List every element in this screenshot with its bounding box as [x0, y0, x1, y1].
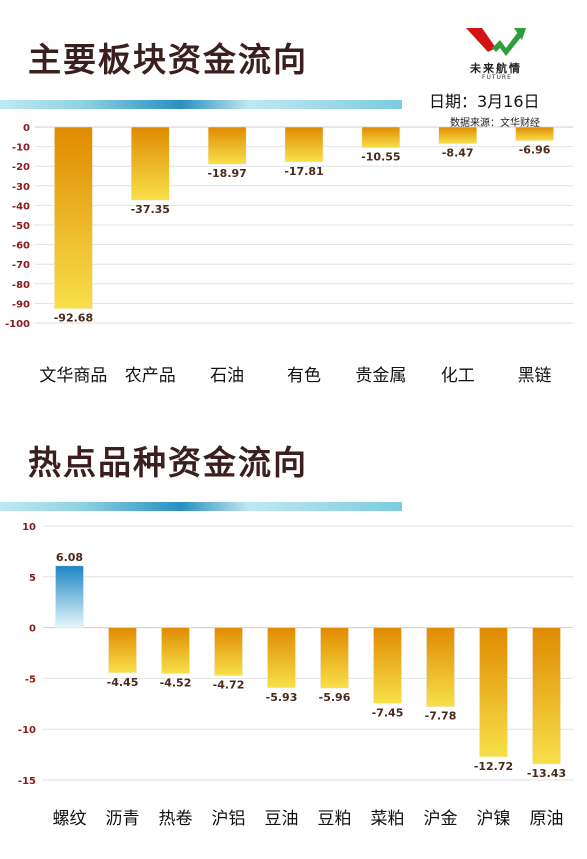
brand-logo: 未来航情 FUTURE [462, 22, 534, 82]
chart2-bar [479, 627, 508, 758]
chart2-y-tick: -10 [18, 725, 36, 736]
chart1-bar [438, 126, 477, 144]
chart1-y-tick: -80 [12, 280, 30, 291]
chart1-value-label: -10.55 [361, 151, 400, 164]
chart1-value-label: -8.47 [442, 147, 474, 160]
chart1-y-tick: -90 [12, 299, 30, 310]
chart1-y-tick: -30 [12, 182, 30, 193]
chart2-value-label: -5.96 [319, 691, 351, 704]
chart1-y-tick: -50 [12, 221, 30, 232]
chart2-value-label: -13.43 [527, 767, 566, 780]
chart1-y-tick: -20 [12, 162, 30, 173]
chart1-category-label: 有色 [287, 366, 321, 386]
chart2-category-label: 原油 [530, 809, 564, 829]
chart2-category-label: 豆粕 [318, 809, 352, 829]
chart2-bar [161, 627, 190, 674]
chart2-y-tick: 5 [29, 573, 36, 584]
chart2-value-label: -4.45 [107, 676, 139, 689]
chart1-value-label: -92.68 [54, 312, 93, 325]
chart2-value-label: 6.08 [56, 551, 83, 564]
chart2-bar [267, 627, 296, 689]
chart1-value-label: -17.81 [284, 165, 323, 178]
chart2-category-label: 沪铝 [212, 809, 246, 829]
chart1-title: 主要板块资金流向 [28, 40, 308, 79]
chart1-category-label: 农产品 [125, 366, 176, 386]
chart2-value-label: -7.45 [372, 706, 404, 719]
chart1-value-label: -6.96 [519, 144, 551, 157]
chart2-variety-flow: 10 5 0 -5 -10 -15 6.08 -4.45 -4.52 -4.72 -5.93 -5.… [18, 522, 573, 829]
chart2-value-label: -5.93 [266, 691, 298, 704]
chart2-bar [55, 565, 84, 628]
chart2-title: 热点品种资金流向 [28, 443, 308, 482]
chart2-category-label: 豆油 [265, 809, 299, 829]
chart2-decoration-bar [0, 502, 402, 511]
source-label: 数据来源：文华财经 [450, 118, 540, 129]
chart1-value-label: -18.97 [207, 167, 246, 180]
chart2-bar [320, 627, 349, 689]
chart2-bar [426, 627, 455, 707]
chart2-bar [373, 627, 402, 704]
chart1-category-label: 文华商品 [39, 366, 107, 386]
chart1-y-tick: -100 [5, 319, 30, 330]
chart1-decoration-bar [0, 100, 402, 109]
chart2-bar [532, 627, 561, 765]
chart2-y-tick: 0 [29, 624, 36, 635]
chart2-value-label: -4.72 [213, 679, 245, 692]
chart2-y-tick: -15 [18, 776, 36, 787]
chart1-y-tick: -10 [12, 143, 30, 154]
chart1-y-tick: -40 [12, 201, 30, 212]
chart1-bar [131, 126, 170, 201]
chart1-category-label: 黑链 [518, 366, 552, 386]
chart2-category-label: 菜粕 [371, 809, 405, 829]
chart1-sector-flow: 0 -10 -20 -30 -40 -50 -60 -70 -80 -90 -100 -92.68 -… [5, 123, 573, 386]
chart1-bar [284, 126, 324, 163]
chart2-bar [214, 627, 243, 676]
chart2-bar [108, 627, 137, 674]
chart2-category-label: 沪镍 [477, 809, 511, 829]
chart2-y-tick: -5 [25, 674, 36, 685]
chart2-y-tick: 10 [22, 522, 36, 533]
chart1-category-label: 贵金属 [355, 366, 406, 386]
chart1-bar [207, 126, 247, 165]
chart1-bar [361, 126, 401, 148]
chart2-value-label: -7.78 [425, 710, 457, 723]
chart1-y-tick: 0 [23, 123, 30, 134]
chart1-value-label: -37.35 [131, 203, 170, 216]
logo-arrow-icon [466, 28, 526, 56]
chart1-category-label: 化工 [441, 366, 475, 386]
chart2-category-label: 沥青 [106, 809, 140, 829]
logo-subtext: FUTURE [482, 74, 512, 81]
chart2-category-label: 热卷 [159, 809, 193, 829]
chart1-y-tick: -60 [12, 241, 30, 252]
chart1-bar [54, 126, 93, 309]
chart2-category-label: 螺纹 [53, 809, 87, 829]
chart2-category-label: 沪金 [424, 809, 458, 829]
chart2-value-label: -4.52 [160, 677, 192, 690]
date-label: 日期：3月16日 [429, 92, 540, 111]
logo-text: 未来航情 [470, 62, 522, 75]
chart1-category-label: 石油 [210, 366, 244, 386]
chart2-value-label: -12.72 [474, 760, 513, 773]
chart1-bar [515, 126, 554, 141]
chart1-y-tick: -70 [12, 260, 30, 271]
